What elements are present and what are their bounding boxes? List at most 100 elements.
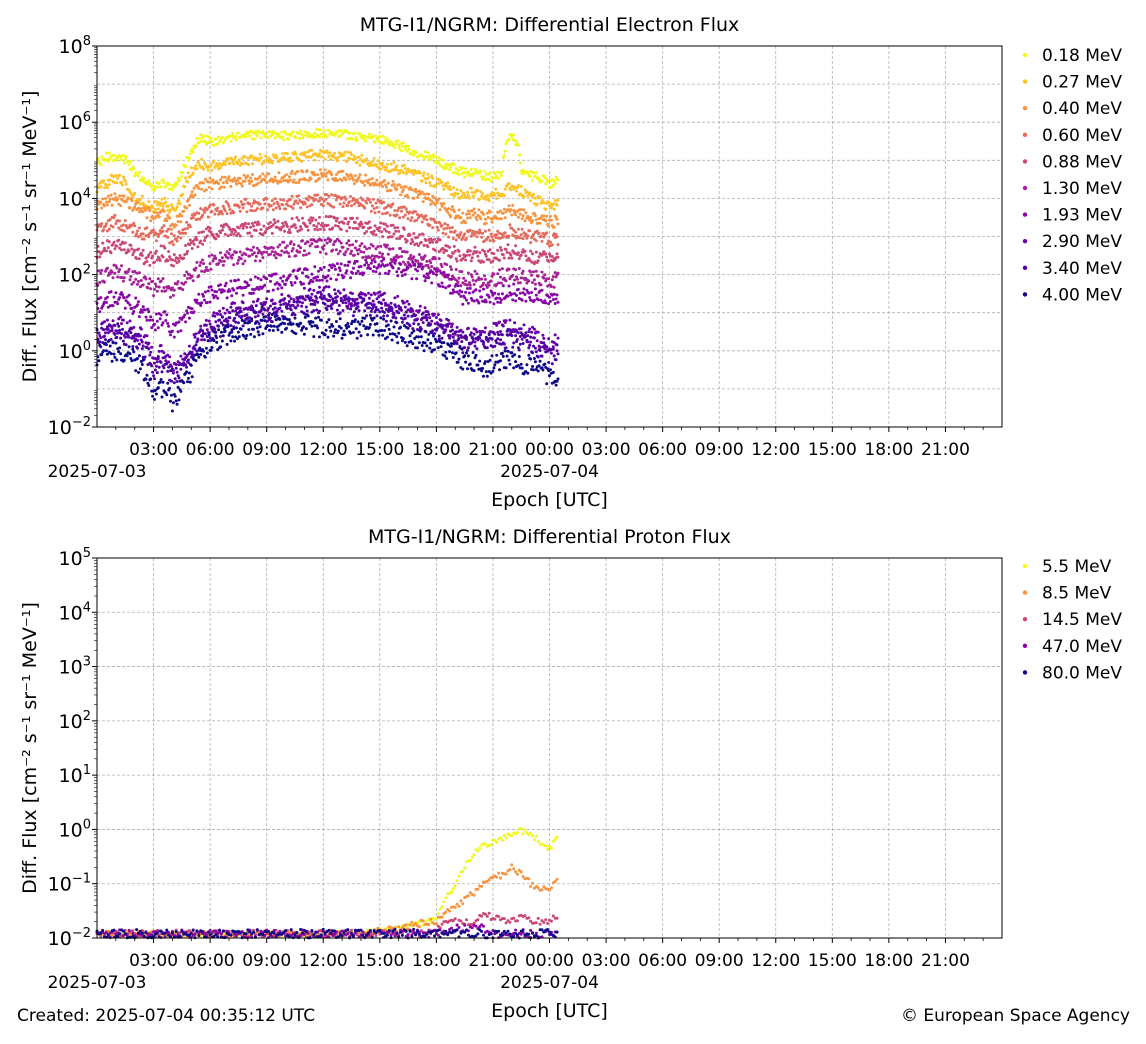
- data-point: [532, 344, 535, 348]
- data-point: [489, 371, 493, 375]
- data-point: [331, 324, 335, 328]
- data-point: [529, 270, 533, 274]
- data-point: [127, 163, 131, 167]
- data-point: [279, 253, 283, 257]
- data-point: [195, 167, 199, 171]
- data-point: [158, 380, 162, 384]
- data-point: [331, 226, 335, 230]
- data-point: [415, 242, 419, 246]
- data-point: [247, 163, 251, 167]
- data-point: [240, 318, 244, 322]
- data-point: [343, 150, 347, 154]
- data-point: [105, 266, 109, 270]
- data-point: [404, 185, 408, 189]
- data-point: [308, 287, 312, 291]
- data-point: [294, 254, 298, 258]
- data-point: [154, 285, 158, 288]
- data-point: [501, 234, 505, 238]
- data-point: [282, 224, 286, 228]
- data-point: [127, 293, 131, 297]
- data-point: [155, 211, 159, 215]
- data-point: [481, 231, 485, 235]
- data-point: [117, 317, 121, 321]
- data-point: [403, 305, 407, 309]
- data-point: [288, 197, 292, 201]
- data-point: [200, 140, 204, 143]
- data-point: [122, 358, 126, 362]
- data-point: [204, 323, 208, 327]
- data-point: [257, 159, 261, 163]
- data-point: [454, 351, 458, 355]
- data-point: [530, 273, 534, 277]
- data-point: [484, 254, 488, 258]
- data-point: [119, 336, 123, 340]
- data-point: [450, 322, 454, 326]
- data-point: [537, 231, 541, 235]
- data-point: [250, 179, 254, 183]
- data-point: [386, 181, 390, 185]
- data-point: [396, 168, 400, 172]
- data-point: [135, 271, 139, 275]
- data-point: [472, 299, 476, 303]
- data-point: [549, 185, 553, 189]
- data-point: [383, 227, 386, 231]
- data-point: [323, 168, 327, 172]
- data-point: [316, 245, 320, 248]
- data-point: [170, 286, 174, 290]
- data-point: [214, 137, 218, 141]
- data-point: [260, 252, 264, 256]
- data-point: [160, 226, 164, 230]
- data-point: [288, 273, 292, 277]
- data-point: [433, 348, 436, 352]
- data-point: [529, 335, 533, 339]
- data-point: [248, 254, 252, 258]
- data-point: [175, 370, 179, 374]
- data-point: [505, 250, 509, 254]
- data-point: [518, 236, 522, 240]
- data-point: [472, 207, 476, 211]
- data-point: [258, 202, 262, 206]
- data-point: [516, 215, 520, 219]
- data-point: [433, 155, 437, 159]
- data-point: [495, 296, 499, 300]
- data-point: [436, 182, 440, 186]
- data-point: [384, 301, 387, 305]
- data-point: [156, 235, 160, 239]
- data-point: [195, 238, 199, 242]
- data-point: [402, 163, 406, 167]
- data-point: [272, 324, 276, 328]
- data-point: [98, 310, 102, 314]
- data-point: [109, 251, 113, 255]
- data-point: [191, 216, 195, 220]
- data-point: [478, 251, 482, 255]
- data-point: [149, 350, 153, 354]
- data-point: [542, 214, 546, 218]
- data-point: [171, 371, 175, 375]
- data-point: [170, 227, 173, 231]
- data-point: [171, 368, 175, 372]
- data-point: [508, 318, 512, 322]
- data-point: [348, 226, 352, 230]
- data-point: [346, 137, 350, 141]
- data-point: [325, 135, 329, 139]
- data-point: [310, 324, 314, 328]
- data-point: [178, 178, 182, 182]
- data-point: [347, 299, 351, 303]
- data-point: [412, 153, 416, 157]
- data-point: [431, 176, 435, 180]
- data-point: [302, 282, 305, 286]
- data-point: [410, 188, 414, 192]
- data-point: [478, 359, 482, 363]
- data-point: [471, 252, 475, 256]
- data-point: [500, 351, 504, 355]
- data-point: [400, 270, 403, 274]
- data-point: [183, 358, 187, 361]
- data-point: [215, 290, 219, 294]
- data-point: [442, 202, 446, 206]
- data-point: [104, 200, 108, 204]
- data-point: [276, 181, 280, 185]
- data-point: [463, 296, 467, 300]
- data-point: [556, 255, 560, 259]
- data-point: [298, 250, 302, 254]
- data-point: [517, 153, 521, 157]
